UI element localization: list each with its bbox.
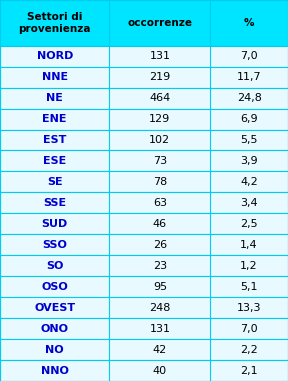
Bar: [0, 360, 288, 381]
Text: NORD: NORD: [37, 51, 73, 61]
Text: 46: 46: [153, 219, 167, 229]
Bar: [0, 88, 288, 109]
Text: Settori di
provenienza: Settori di provenienza: [18, 12, 91, 34]
Text: 6,9: 6,9: [240, 114, 258, 124]
Text: NE: NE: [46, 93, 63, 103]
Bar: [0, 276, 288, 297]
Text: 73: 73: [153, 156, 167, 166]
Text: 13,3: 13,3: [237, 303, 262, 313]
Text: 3,9: 3,9: [240, 156, 258, 166]
Text: SUD: SUD: [41, 219, 68, 229]
Text: 248: 248: [149, 303, 170, 313]
Text: 3,4: 3,4: [240, 198, 258, 208]
Bar: [0, 46, 288, 67]
Text: OVEST: OVEST: [34, 303, 75, 313]
Text: 1,4: 1,4: [240, 240, 258, 250]
Text: 129: 129: [149, 114, 170, 124]
Text: 7,0: 7,0: [240, 51, 258, 61]
Text: 131: 131: [149, 51, 170, 61]
Text: 23: 23: [153, 261, 167, 271]
Text: ONO: ONO: [41, 323, 69, 334]
Text: ESE: ESE: [43, 156, 66, 166]
Text: SE: SE: [47, 177, 62, 187]
Bar: [0, 109, 288, 130]
Text: 7,0: 7,0: [240, 323, 258, 334]
Text: NNO: NNO: [41, 365, 69, 376]
Text: EST: EST: [43, 135, 67, 145]
Bar: [0, 318, 288, 339]
Bar: [0, 255, 288, 276]
Text: 42: 42: [153, 344, 167, 355]
Text: %: %: [244, 18, 254, 28]
Bar: [0, 150, 288, 171]
Bar: [0, 213, 288, 234]
Text: 2,1: 2,1: [240, 365, 258, 376]
Bar: [0, 297, 288, 318]
Text: 131: 131: [149, 323, 170, 334]
Text: 11,7: 11,7: [237, 72, 262, 82]
Text: 102: 102: [149, 135, 170, 145]
Text: 4,2: 4,2: [240, 177, 258, 187]
Bar: [0, 171, 288, 192]
Bar: [0, 339, 288, 360]
Text: 2,5: 2,5: [240, 219, 258, 229]
Text: occorrenze: occorrenze: [127, 18, 192, 28]
Text: 219: 219: [149, 72, 170, 82]
Text: 95: 95: [153, 282, 167, 292]
Text: 24,8: 24,8: [237, 93, 262, 103]
Text: ENE: ENE: [42, 114, 67, 124]
Text: SSO: SSO: [42, 240, 67, 250]
Text: 5,5: 5,5: [240, 135, 258, 145]
Text: 5,1: 5,1: [240, 282, 258, 292]
Bar: [0, 192, 288, 213]
Text: SSE: SSE: [43, 198, 66, 208]
Text: NNE: NNE: [42, 72, 68, 82]
Text: 78: 78: [153, 177, 167, 187]
Text: 26: 26: [153, 240, 167, 250]
Text: 40: 40: [153, 365, 167, 376]
Text: OSO: OSO: [41, 282, 68, 292]
Text: 2,2: 2,2: [240, 344, 258, 355]
Text: 1,2: 1,2: [240, 261, 258, 271]
Text: 63: 63: [153, 198, 167, 208]
Bar: [0, 130, 288, 150]
Text: NO: NO: [46, 344, 64, 355]
Bar: [0, 67, 288, 88]
Text: SO: SO: [46, 261, 63, 271]
Bar: [0, 0, 288, 46]
Bar: [0, 234, 288, 255]
Text: 464: 464: [149, 93, 170, 103]
